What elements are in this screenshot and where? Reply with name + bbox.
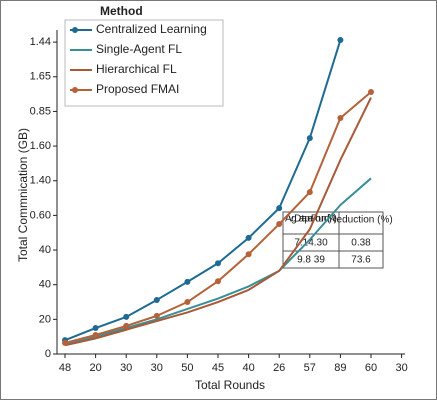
x-tick-label: 60 — [365, 362, 377, 374]
inset-table: Avg. Data per Round (%)Reduction (%) 7.14… — [282, 211, 393, 269]
point — [276, 221, 283, 228]
y-tick-label: 1.40 — [30, 175, 51, 187]
point — [153, 312, 160, 319]
table-header: Reduction (%) — [329, 215, 392, 226]
legend-label: Proposed FMAI — [96, 82, 179, 96]
point — [123, 313, 130, 320]
legend-label: Hierarchical FL — [96, 62, 177, 76]
point — [306, 189, 313, 196]
y-tick-label: 0 — [45, 348, 51, 360]
point — [337, 37, 344, 44]
x-axis-label: Total Rounds — [195, 378, 265, 392]
x-tick-label: 45 — [212, 362, 224, 374]
x-tick-label: 30 — [395, 362, 407, 374]
y-tick-label: 1.65 — [30, 71, 51, 83]
point — [153, 296, 160, 303]
point — [123, 322, 130, 329]
legend-box — [64, 19, 224, 107]
x-tick-label: 48 — [59, 362, 71, 374]
y-tick-label: 0.60 — [30, 209, 51, 221]
point — [368, 89, 374, 96]
legend-marker — [72, 87, 78, 93]
point — [276, 205, 283, 212]
point — [245, 234, 252, 241]
table-cell: 7.14.30 — [294, 238, 328, 249]
legend-title: Method — [100, 4, 143, 18]
point — [215, 278, 221, 285]
legend-label: Centralized Learning — [96, 22, 207, 36]
x-tick-label: 57 — [304, 362, 316, 374]
y-tick-label: 1.60 — [30, 140, 51, 152]
y-tick-label: 40 — [39, 279, 51, 291]
series-line — [64, 97, 372, 347]
series-line — [64, 39, 342, 342]
point — [184, 299, 191, 306]
table-cell: 9.8 39 — [297, 255, 325, 266]
y-tick-label: 0.85 — [30, 105, 51, 117]
x-tick-label: 20 — [89, 362, 101, 374]
x-tick-label: 30 — [120, 362, 132, 374]
table-cell: 0.38 — [351, 238, 371, 249]
legend-label: Single-Agent FL — [96, 42, 182, 56]
x-tick-label: 50 — [181, 362, 193, 374]
point — [92, 325, 99, 332]
point — [92, 331, 99, 338]
x-tick-label: 89 — [334, 362, 346, 374]
point — [215, 260, 221, 267]
legend-marker — [72, 27, 78, 33]
point — [245, 251, 252, 258]
table-cell: 73.6 — [351, 255, 371, 266]
y-tick-label: 40 — [39, 244, 51, 256]
y-axis-label: Total Commnication (GB) — [16, 128, 30, 262]
point — [337, 115, 344, 122]
x-tick-label: 30 — [151, 362, 163, 374]
x-tick-label: 40 — [242, 362, 254, 374]
point — [62, 339, 68, 346]
point — [306, 135, 313, 142]
y-tick-label: 20 — [39, 313, 51, 325]
x-tick-label: 26 — [273, 362, 285, 374]
table-bg — [282, 211, 384, 269]
y-tick-label: 1.44 — [30, 36, 51, 48]
series-line — [64, 177, 372, 346]
table-header: Avg. Data per Round (%) — [285, 214, 337, 225]
point — [184, 278, 191, 285]
